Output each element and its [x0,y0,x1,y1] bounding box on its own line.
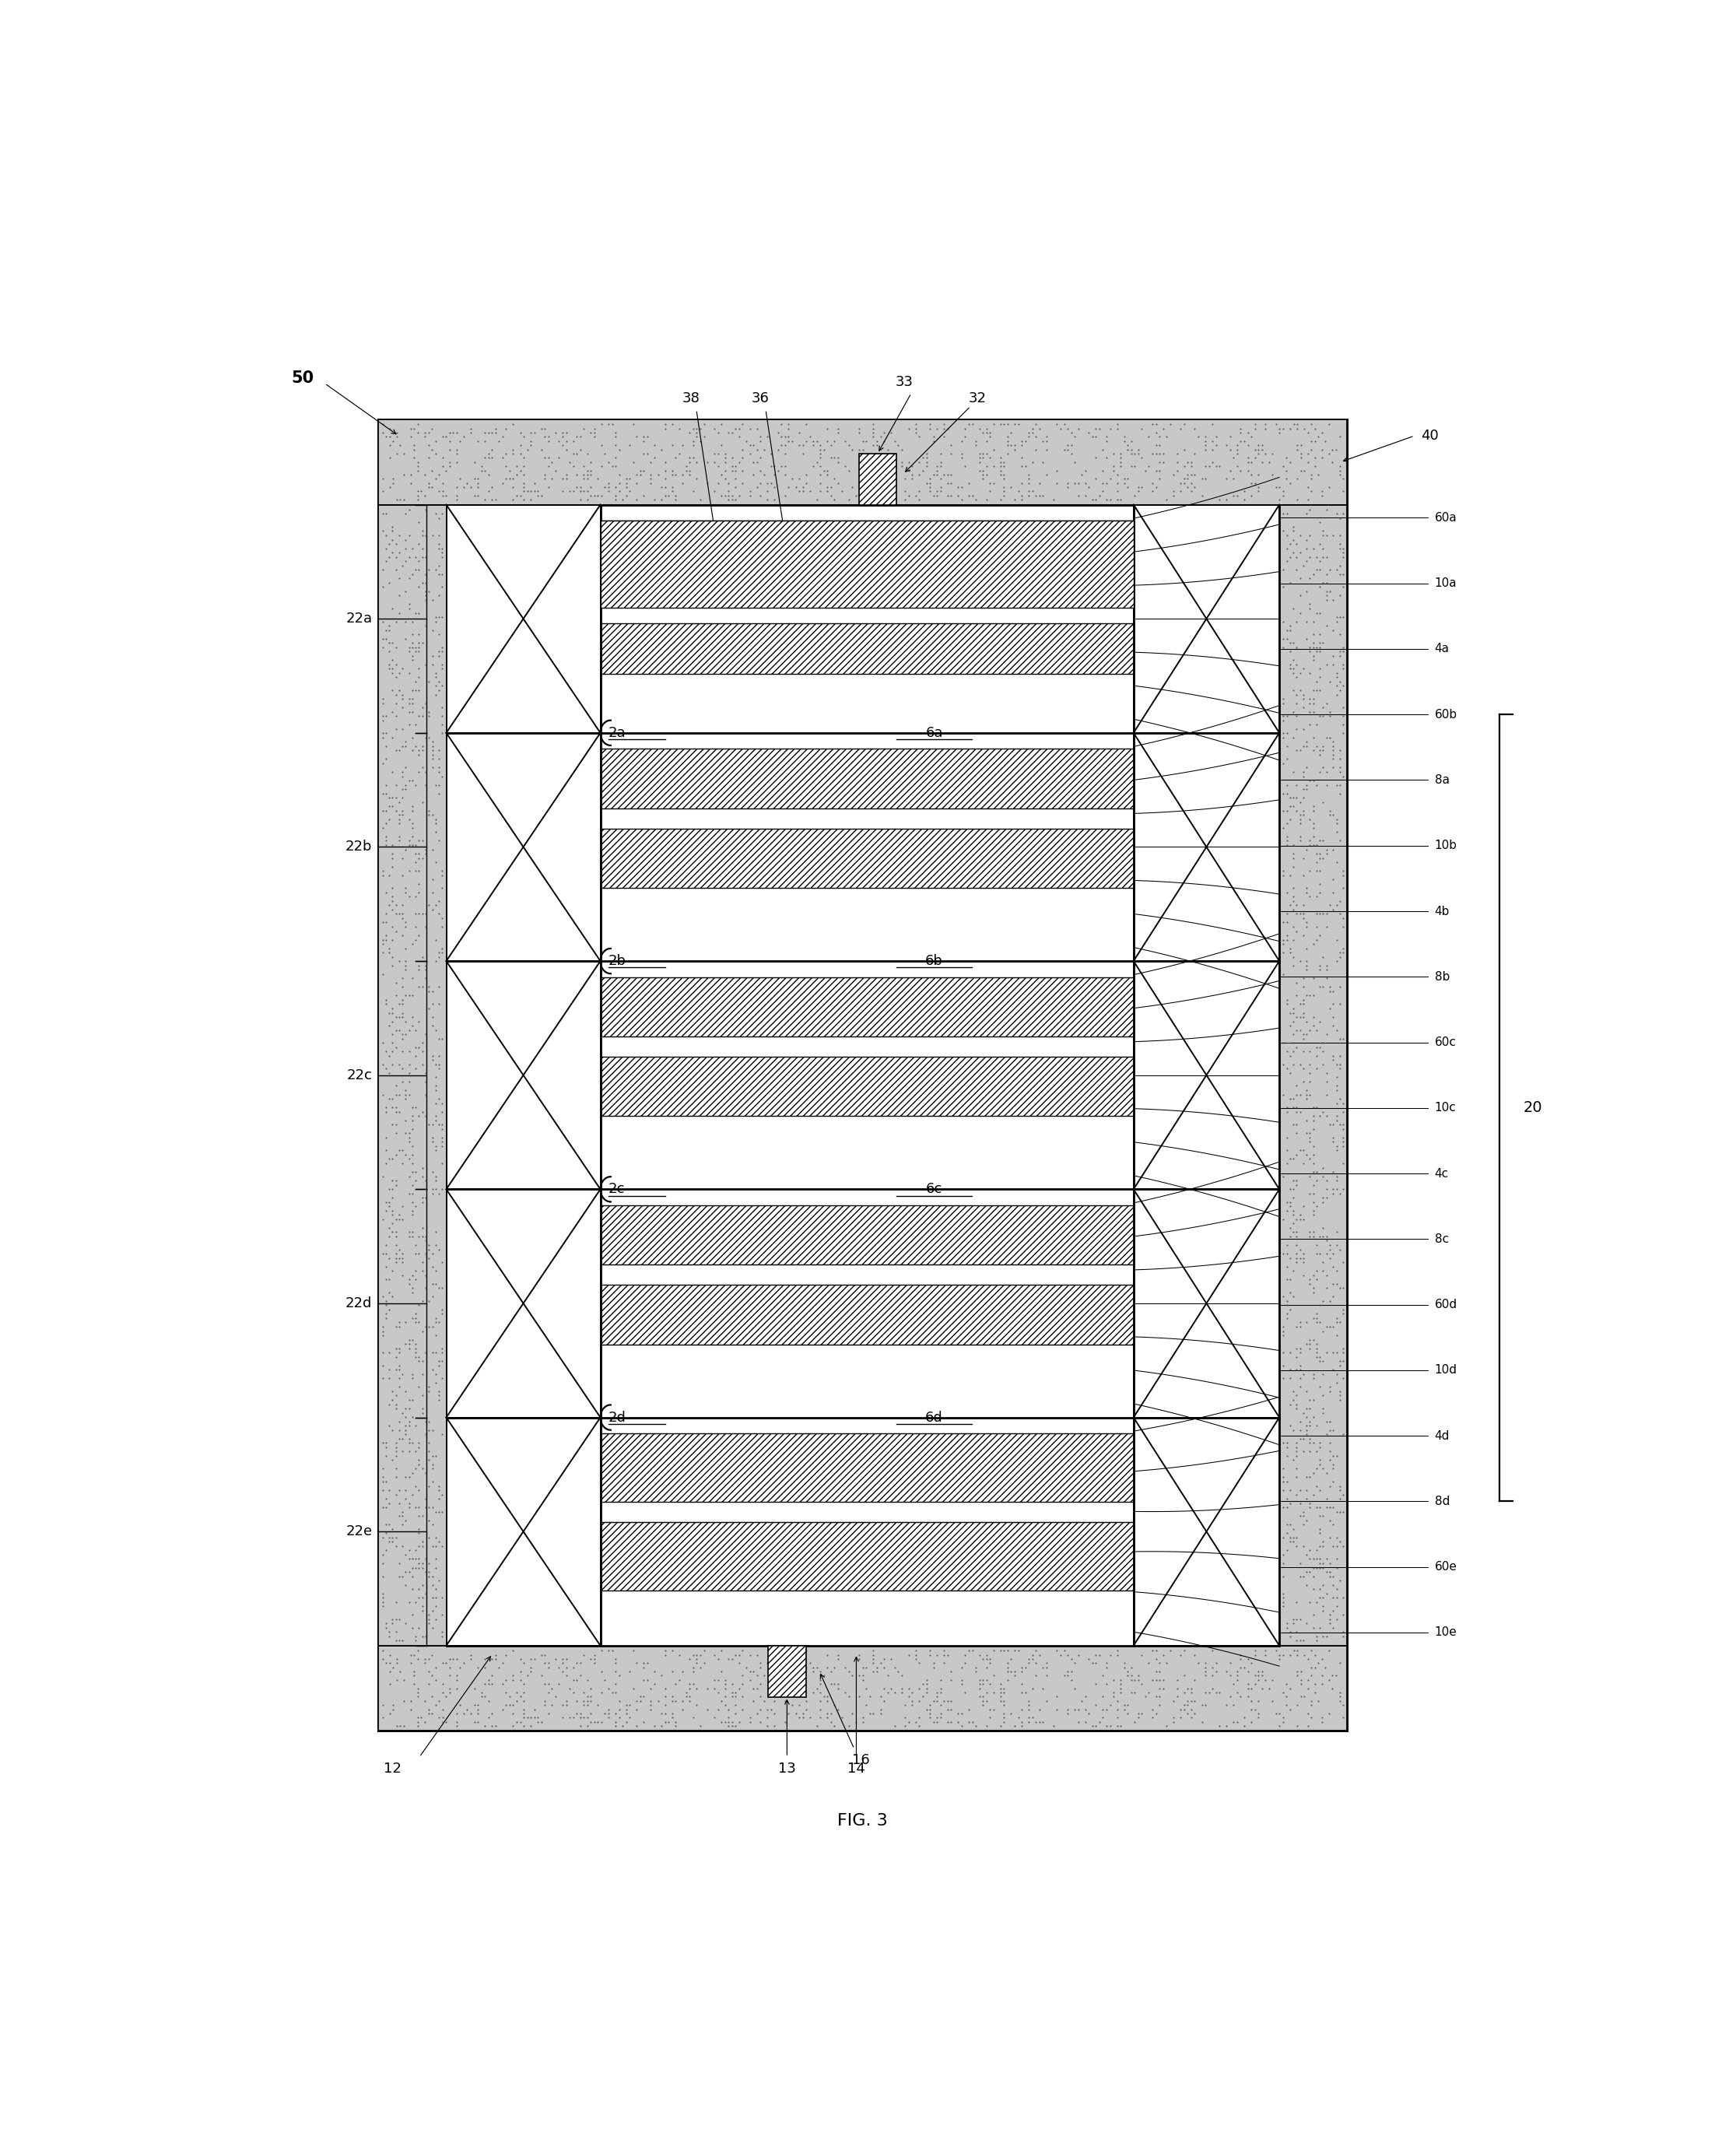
Text: 8c: 8c [1434,1233,1448,1245]
Bar [378,1646,1347,1731]
Text: 13: 13 [778,1761,795,1776]
Text: 10b: 10b [1434,839,1457,852]
Text: 14: 14 [847,1761,865,1776]
Bar [859,453,896,505]
Bar [1134,960,1279,1190]
Text: 4d: 4d [1434,1431,1450,1441]
Bar [446,960,601,1190]
Text: 2d: 2d [608,1409,627,1424]
Text: 60d: 60d [1434,1299,1457,1311]
Bar [446,1190,601,1418]
Text: 32: 32 [969,392,986,405]
Text: 6a: 6a [925,726,943,741]
Bar [1134,1418,1279,1646]
Text: 6b: 6b [925,954,943,969]
Bar [601,624,1134,673]
Text: 10a: 10a [1434,577,1457,590]
Bar [1134,732,1279,960]
Bar [601,1056,1134,1116]
Text: 60b: 60b [1434,709,1457,720]
Bar [446,505,1279,1646]
Bar [601,522,1134,607]
Bar [446,1418,601,1646]
Text: 50: 50 [292,370,314,385]
Text: 2b: 2b [608,954,627,969]
Bar [601,749,1134,809]
Bar [1134,505,1279,732]
Text: 60c: 60c [1434,1037,1457,1047]
Bar [601,1433,1134,1501]
Bar [378,419,1347,505]
Text: 36: 36 [752,392,769,405]
Bar [601,1286,1134,1343]
Text: 22b: 22b [345,841,372,854]
Bar [601,977,1134,1037]
Text: 8b: 8b [1434,971,1450,984]
Text: 2c: 2c [608,1182,625,1196]
Text: 6d: 6d [925,1409,943,1424]
Bar [1134,1190,1279,1418]
Text: 33: 33 [896,375,913,390]
Text: 38: 38 [682,392,700,405]
Text: 10e: 10e [1434,1627,1457,1639]
Text: 6c: 6c [925,1182,943,1196]
Text: 60a: 60a [1434,511,1457,524]
Bar [601,1522,1134,1590]
Text: 4b: 4b [1434,905,1450,918]
Text: 40: 40 [1422,428,1439,443]
Text: FIG. 3: FIG. 3 [837,1814,889,1829]
Bar [601,828,1134,888]
Text: 16: 16 [852,1754,870,1767]
Bar [767,1646,806,1697]
Text: 22e: 22e [345,1524,372,1539]
Text: 12: 12 [384,1761,401,1776]
Text: 22d: 22d [345,1297,372,1309]
Text: 60e: 60e [1434,1561,1457,1573]
Text: 8d: 8d [1434,1495,1450,1507]
Bar [1279,505,1347,1646]
Text: 8a: 8a [1434,775,1450,786]
Bar [378,419,1347,1731]
Text: 2a: 2a [608,726,627,741]
Bar [378,505,446,1646]
Text: 20: 20 [1524,1101,1543,1116]
Text: 10d: 10d [1434,1365,1457,1375]
Bar [601,522,1134,603]
Text: 22a: 22a [345,611,372,626]
Text: 10c: 10c [1434,1103,1457,1113]
Text: 22c: 22c [347,1069,372,1082]
Bar [446,505,601,732]
Bar [446,732,601,960]
Text: 4a: 4a [1434,643,1450,656]
Text: 4c: 4c [1434,1167,1448,1179]
Bar [601,1205,1134,1265]
